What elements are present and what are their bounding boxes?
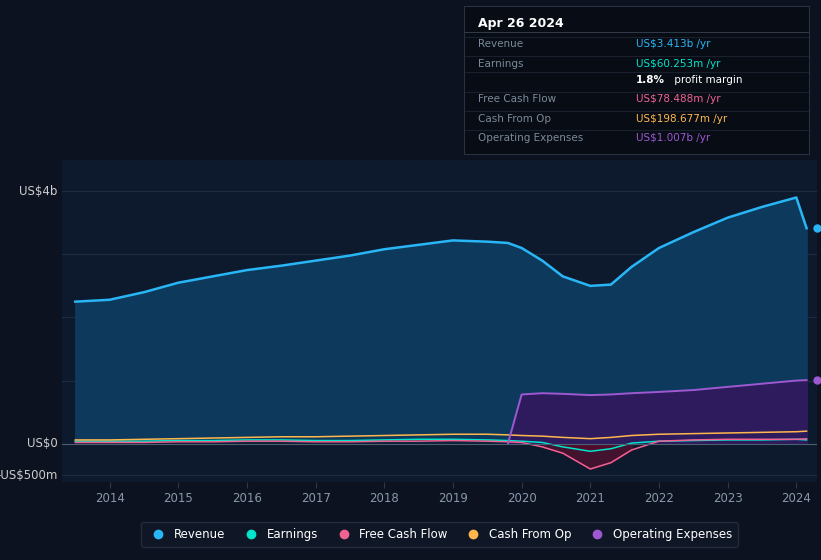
Text: US$0: US$0: [27, 437, 57, 450]
Legend: Revenue, Earnings, Free Cash Flow, Cash From Op, Operating Expenses: Revenue, Earnings, Free Cash Flow, Cash …: [140, 522, 738, 547]
Text: profit margin: profit margin: [671, 75, 742, 85]
Text: Revenue: Revenue: [478, 39, 523, 49]
Text: US$4b: US$4b: [20, 185, 57, 198]
Text: US$78.488m /yr: US$78.488m /yr: [636, 94, 721, 104]
Text: US$60.253m /yr: US$60.253m /yr: [636, 59, 721, 69]
Text: 1.8%: 1.8%: [636, 75, 665, 85]
Text: US$198.677m /yr: US$198.677m /yr: [636, 114, 727, 124]
Text: US$1.007b /yr: US$1.007b /yr: [636, 133, 710, 143]
Text: Operating Expenses: Operating Expenses: [478, 133, 583, 143]
Text: Apr 26 2024: Apr 26 2024: [478, 17, 563, 30]
Text: Free Cash Flow: Free Cash Flow: [478, 94, 556, 104]
Text: Earnings: Earnings: [478, 59, 523, 69]
Text: -US$500m: -US$500m: [0, 469, 57, 482]
Text: Cash From Op: Cash From Op: [478, 114, 551, 124]
Text: US$3.413b /yr: US$3.413b /yr: [636, 39, 711, 49]
